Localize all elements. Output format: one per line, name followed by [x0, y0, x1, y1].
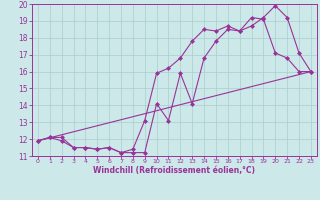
X-axis label: Windchill (Refroidissement éolien,°C): Windchill (Refroidissement éolien,°C): [93, 166, 255, 175]
